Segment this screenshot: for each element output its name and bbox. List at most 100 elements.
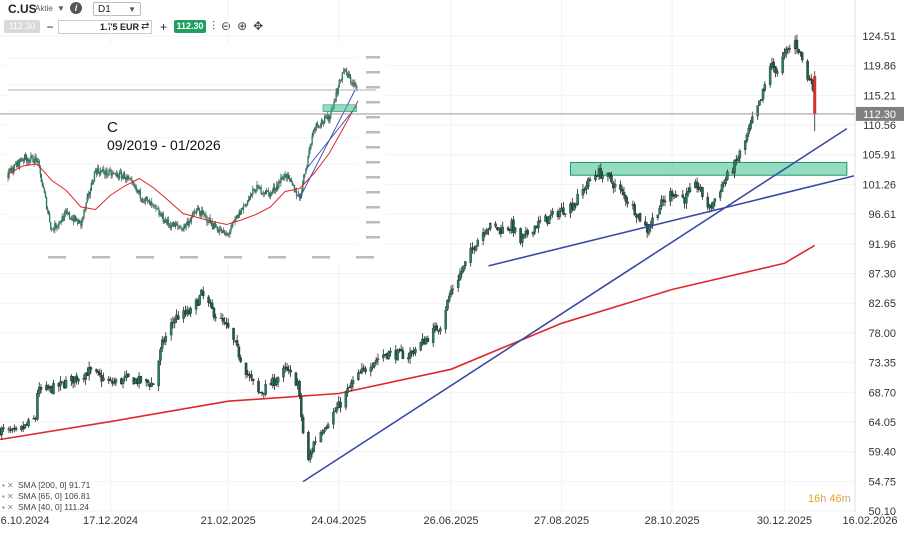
candle-body xyxy=(159,349,162,361)
chevron-down-icon[interactable]: ▼ xyxy=(57,4,65,13)
candle-body xyxy=(36,393,39,420)
inset-candle-body xyxy=(209,217,211,223)
candle-body xyxy=(75,375,78,381)
candle-body xyxy=(761,88,765,100)
inset-candle-body xyxy=(50,222,52,229)
candle-body xyxy=(335,407,339,411)
zoom-out-icon[interactable]: ⊖ xyxy=(221,19,238,33)
inset-candle-body xyxy=(107,174,109,176)
inset-candle-body xyxy=(192,212,195,214)
candle-body xyxy=(371,365,374,369)
candle-body xyxy=(64,380,68,388)
crosshair-icon[interactable]: ✥ xyxy=(253,19,270,33)
candle-body xyxy=(109,379,112,381)
inset-candle-body xyxy=(242,205,245,210)
inset-candle-body xyxy=(142,200,145,202)
inset-candle-body xyxy=(278,181,280,188)
inset-candle-body xyxy=(254,189,256,193)
candle-body xyxy=(446,300,449,310)
info-icon[interactable]: i xyxy=(70,2,82,14)
inset-candle-body xyxy=(255,191,257,193)
inset-candle-body xyxy=(216,227,219,231)
sma-legend-entry: SMA [65, 0] 106.81 xyxy=(18,491,91,501)
candle-body xyxy=(157,360,160,387)
quantity-field[interactable]: 1.75 EUR xyxy=(58,20,152,34)
inset-candle-body xyxy=(287,173,289,176)
inset-candle-body xyxy=(325,116,327,118)
inset-x-tick-mark xyxy=(48,256,66,259)
y-tick-label: 101.26 xyxy=(862,179,896,191)
candle-body xyxy=(251,378,255,382)
candle-body xyxy=(487,228,490,230)
candle-body xyxy=(651,217,654,225)
inset-candle-body xyxy=(43,188,46,193)
zoom-in-icon[interactable]: ⊕ xyxy=(237,19,254,33)
inset-candle-body xyxy=(159,213,161,216)
increase-quantity-button[interactable]: + xyxy=(160,20,168,34)
candle-body xyxy=(458,273,462,281)
candle-body xyxy=(95,369,98,372)
timeframe-select[interactable]: D1 ▼ xyxy=(93,2,141,16)
inset-candle-body xyxy=(112,173,114,174)
candle-body xyxy=(373,362,376,367)
inset-candle-body xyxy=(201,210,203,217)
countdown-hours: 16 xyxy=(808,493,820,505)
candle-body xyxy=(644,221,647,226)
sell-price-box[interactable]: 112.30 xyxy=(4,20,40,33)
candle-body xyxy=(760,99,763,101)
decrease-quantity-button[interactable]: − xyxy=(46,20,54,34)
inset-y-tick-mark xyxy=(366,71,380,74)
inset-candle-body xyxy=(111,173,113,176)
swap-icon[interactable]: ⇄ xyxy=(141,21,150,32)
y-tick-label: 59.40 xyxy=(868,447,896,459)
candle-body xyxy=(460,271,463,274)
inset-candle-body xyxy=(25,154,27,158)
candle-body xyxy=(276,377,280,383)
symbol-label[interactable]: C.US xyxy=(8,2,37,16)
inset-candle-body xyxy=(109,169,111,171)
inset-candle-body xyxy=(291,181,294,186)
buy-price-box[interactable]: 112.30 xyxy=(174,20,206,33)
inset-candle-body xyxy=(279,181,281,183)
candle-body xyxy=(312,441,316,452)
y-tick-label: 119.86 xyxy=(863,61,896,73)
inset-candle-body xyxy=(100,170,102,175)
candle-body xyxy=(718,191,722,198)
candle-body xyxy=(14,427,18,430)
candle-body xyxy=(658,207,661,215)
inset-x-tick-mark xyxy=(180,256,198,259)
inset-candle-body xyxy=(181,227,183,231)
inset-candle-body xyxy=(236,214,238,218)
inset-candle-body xyxy=(54,223,56,231)
inset-y-tick-mark xyxy=(366,116,380,119)
inset-candle-body xyxy=(125,178,127,180)
inset-candle-body xyxy=(290,179,293,182)
candle-body xyxy=(77,378,80,382)
inset-candle-body xyxy=(245,203,248,205)
inset-candle-body xyxy=(9,168,11,172)
candle-body xyxy=(127,373,130,377)
candle-body xyxy=(349,382,353,388)
candle-body xyxy=(720,184,724,193)
candle-body xyxy=(751,116,754,123)
inset-candle-body xyxy=(39,166,41,174)
candles-icon[interactable]: ⫶ xyxy=(212,19,222,33)
inset-y-tick-mark xyxy=(366,56,380,59)
candle-body xyxy=(638,213,642,222)
inset-candle-body xyxy=(44,192,47,198)
inset-candle-body xyxy=(162,213,164,222)
candle-body xyxy=(756,105,759,117)
inset-candle-body xyxy=(239,210,241,215)
inset-candle-body xyxy=(57,225,59,227)
inset-candle-body xyxy=(64,212,66,214)
inset-candle-body xyxy=(160,213,162,217)
inset-candle-body xyxy=(91,182,94,184)
candle-body xyxy=(89,367,93,370)
inset-candle-body xyxy=(195,210,198,214)
candle-body xyxy=(663,200,667,203)
inset-candle-body xyxy=(30,155,32,160)
candle-body xyxy=(264,384,267,395)
sma-legend: ▪ ✕ SMA [200, 0] 91.71 ▪ ✕ SMA [65, 0] 106.… xyxy=(2,480,91,512)
inset-candle-body xyxy=(294,190,297,192)
